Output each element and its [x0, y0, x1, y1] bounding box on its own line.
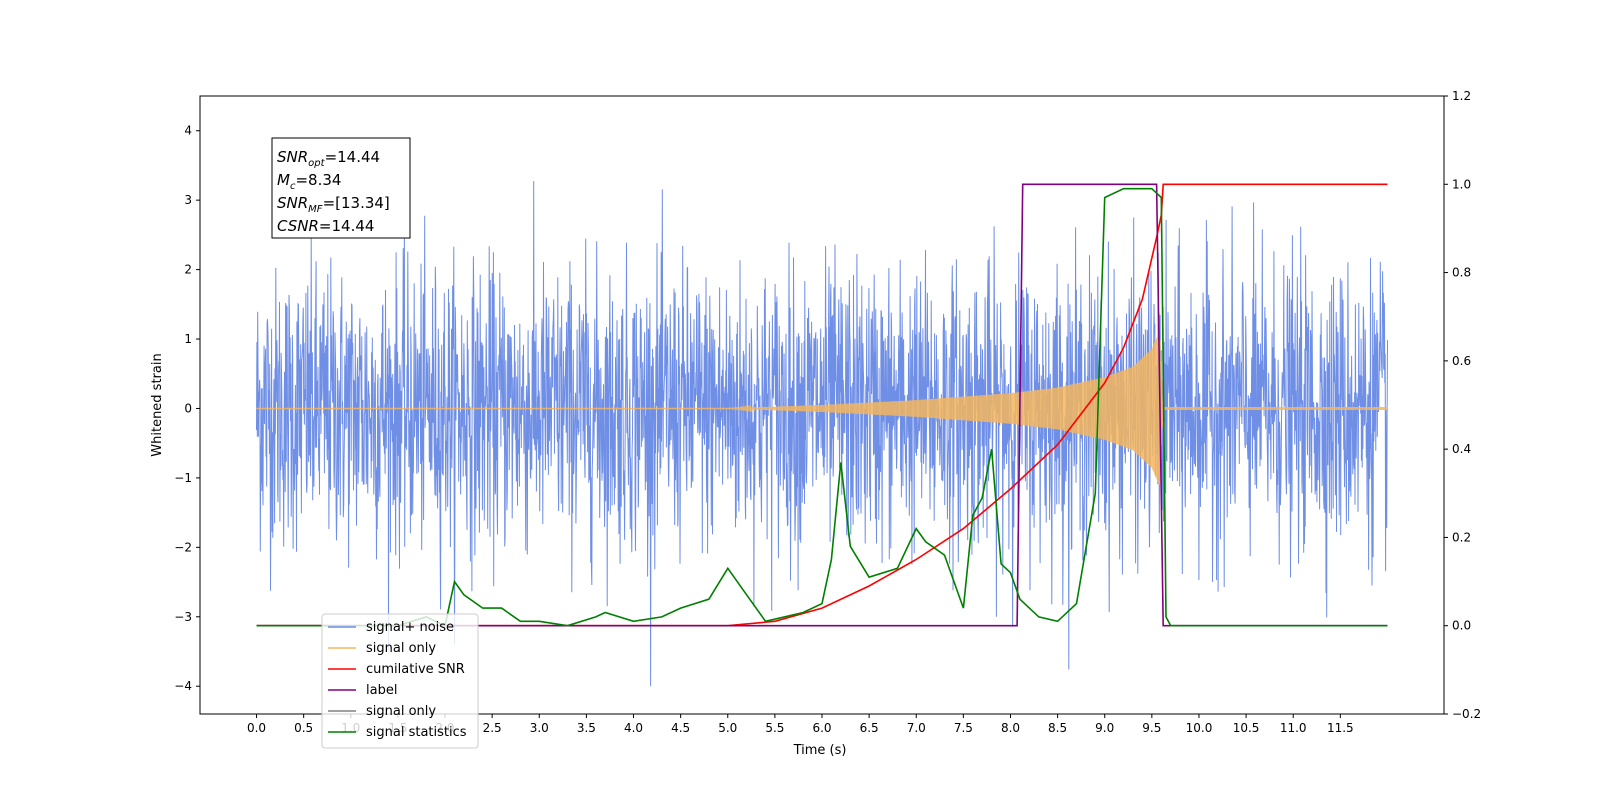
legend-label: signal only [366, 641, 436, 656]
series-line-0 [256, 181, 1388, 687]
x-tick-label: 3.5 [577, 721, 596, 735]
series-line-2 [256, 183, 1388, 627]
x-tick-label: 11.5 [1327, 721, 1354, 735]
annotation-line: SNRopt=14.44 [277, 148, 380, 169]
y-right-tick-label: 0.8 [1452, 266, 1471, 280]
annotation-line: SNRMF=[13.34] [277, 194, 390, 215]
legend: signal+ noise signal only cumilative SNR la… [321, 613, 479, 749]
x-tick-label: 0.0 [247, 721, 266, 735]
annotation-line: CSNR=14.44 [277, 217, 374, 235]
y-left-tick-label: −3 [174, 610, 192, 624]
series-line-1 [256, 333, 1389, 485]
x-tick-label: 6.0 [812, 721, 831, 735]
y-left-axis: −4 −3 −2 −1 0 1 2 3 4 [174, 124, 200, 693]
series-line-4 [256, 187, 1388, 627]
y-right-tick-label: 0.6 [1452, 354, 1471, 368]
x-tick-label: 0.5 [294, 721, 313, 735]
legend-label: cumilative SNR [366, 662, 465, 677]
x-tick-label: 9.5 [1142, 721, 1161, 735]
legend-label: signal+ noise [366, 620, 454, 635]
x-axis-label: Time (s) [793, 743, 847, 758]
x-tick-label: 5.5 [765, 721, 784, 735]
y-axis-label: Whitened strain [150, 353, 165, 456]
legend-frame [321, 613, 479, 749]
y-right-tick-label: 0.4 [1452, 442, 1471, 456]
y-left-tick-label: 2 [184, 263, 192, 277]
x-tick-label: 8.5 [1048, 721, 1067, 735]
y-right-tick-label: −0.2 [1452, 707, 1481, 721]
y-right-tick-label: 1.0 [1452, 177, 1471, 191]
y-left-tick-label: 0 [184, 401, 192, 415]
annotation-line: Mc=8.34 [277, 171, 341, 192]
legend-label: signal only [366, 704, 436, 719]
x-tick-label: 4.0 [624, 721, 643, 735]
x-tick-label: 9.0 [1095, 721, 1114, 735]
legend-label: label [366, 683, 397, 698]
annotation-frame [271, 137, 411, 239]
y-left-tick-label: −4 [174, 679, 192, 693]
x-tick-label: 10.5 [1233, 721, 1260, 735]
x-tick-label: 2.5 [483, 721, 502, 735]
series-layer [256, 181, 1389, 687]
x-tick-label: 6.5 [860, 721, 879, 735]
x-tick-label: 7.0 [907, 721, 926, 735]
x-tick-label: 5.0 [718, 721, 737, 735]
y-left-tick-label: 4 [184, 124, 192, 138]
y-right-tick-label: 0.2 [1452, 530, 1471, 544]
x-tick-label: 8.0 [1001, 721, 1020, 735]
y-left-tick-label: 1 [184, 332, 192, 346]
x-tick-label: 10.0 [1186, 721, 1213, 735]
y-right-tick-label: 0.0 [1452, 619, 1471, 633]
y-right-tick-label: 1.2 [1452, 89, 1471, 103]
x-tick-label: 11.0 [1280, 721, 1307, 735]
y-left-tick-label: 3 [184, 193, 192, 207]
x-tick-label: 3.0 [530, 721, 549, 735]
y-left-tick-label: −1 [174, 471, 192, 485]
legend-label: signal statistics [366, 725, 467, 740]
y-right-axis: −0.2 0.0 0.2 0.4 0.6 0.8 1.0 1.2 [1444, 89, 1481, 721]
x-tick-label: 4.5 [671, 721, 690, 735]
y-left-tick-label: −2 [174, 540, 192, 554]
x-tick-label: 7.5 [954, 721, 973, 735]
